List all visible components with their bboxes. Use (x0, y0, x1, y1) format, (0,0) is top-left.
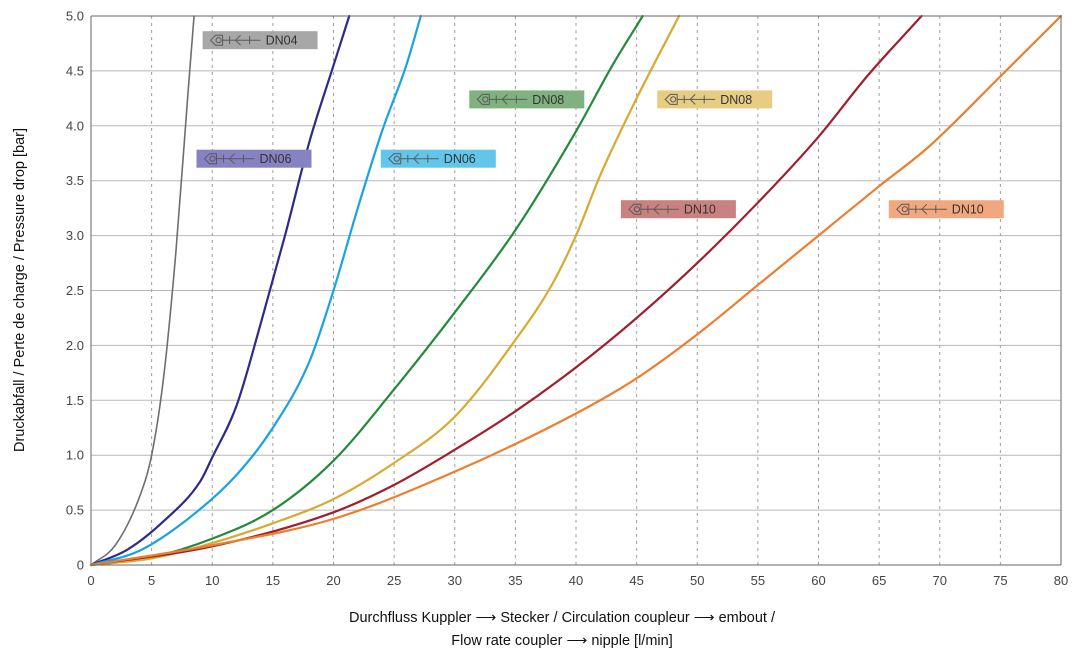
coupler-ring-shape (209, 155, 216, 162)
x-tick-label: 35 (508, 573, 522, 588)
series-tag-dn06: DN06 (380, 149, 496, 168)
series-tag-dn06: DN06 (196, 149, 312, 168)
series-lines (89, 14, 1063, 567)
series-tag-dn08: DN08 (657, 90, 773, 109)
tag-label: DN10 (684, 203, 716, 217)
y-tick-label: 2.0 (66, 338, 84, 353)
x-tick-label: 0 (87, 573, 94, 588)
x-axis-title-line2: Flow rate coupler ⟶ nipple [l/min] (451, 633, 672, 649)
series-line-dn10 (89, 14, 1063, 567)
tag-label: DN08 (720, 93, 752, 107)
y-tick-label: 1.0 (66, 448, 84, 463)
coupler-ring-shape (393, 155, 400, 162)
x-tick-label: 60 (811, 573, 825, 588)
series-line-dn10 (89, 14, 923, 567)
coupling-icon (628, 203, 679, 215)
x-tick-label: 5 (148, 573, 155, 588)
coupler-ring-shape (215, 37, 222, 44)
series-line-dn08 (89, 14, 681, 567)
x-tick-label: 55 (751, 573, 765, 588)
series-line-dn06 (89, 14, 351, 567)
series-tag-dn08: DN08 (469, 90, 585, 109)
series-tag-dn04: DN04 (202, 31, 318, 50)
tag-label: DN10 (952, 203, 984, 217)
coupler-ring-shape (482, 96, 489, 103)
x-tick-label: 80 (1054, 573, 1068, 588)
tag-label: DN08 (532, 93, 564, 107)
axes (90, 15, 1062, 566)
y-tick-label: 0.5 (66, 503, 84, 518)
x-tick-label: 50 (690, 573, 704, 588)
y-tick-label: 1.5 (66, 393, 84, 408)
x-tick-label: 65 (872, 573, 886, 588)
x-tick-label: 70 (933, 573, 947, 588)
y-axis-title: Druckabfall / Perte de charge / Pressure… (12, 128, 28, 452)
x-tick-label: 45 (629, 573, 643, 588)
tag-label: DN06 (260, 152, 292, 166)
y-tick-label: 4.5 (66, 63, 84, 78)
y-tick-label: 3.0 (66, 228, 84, 243)
x-axis-title-line1: Durchfluss Kuppler ⟶ Stecker / Circulati… (349, 610, 776, 626)
series-line-dn04 (90, 15, 195, 566)
coupling-icon (476, 93, 528, 105)
series-tags: DN04 DN06 DN06 DN08 DN08 DN10 DN10 (196, 31, 1004, 219)
series-tag-dn10: DN10 (888, 200, 1004, 219)
y-tick-label: 4.0 (66, 118, 84, 133)
x-tick-label: 40 (569, 573, 583, 588)
y-tick-label: 5.0 (66, 9, 84, 24)
coupling-icon (896, 203, 947, 215)
coupling-icon (203, 153, 255, 165)
y-tick-label: 0 (77, 558, 84, 573)
coupler-ring-shape (901, 206, 908, 213)
x-tick-label: 25 (387, 573, 401, 588)
x-tick-label: 75 (993, 573, 1007, 588)
x-tick-label: 20 (326, 573, 340, 588)
y-tick-label: 3.5 (66, 173, 84, 188)
series-line-dn06 (89, 14, 422, 567)
y-tick-label: 2.5 (66, 283, 84, 298)
x-tick-label: 15 (266, 573, 280, 588)
coupling-icon (664, 93, 716, 105)
tag-label: DN06 (444, 152, 476, 166)
x-tick-label: 30 (448, 573, 462, 588)
tick-labels: 0 5 10 15 20 25 30 35 40 45 50 55 60 65 70 75 80 0 0.5 1.0 1… (66, 9, 1068, 589)
series-tag-dn10: DN10 (620, 200, 736, 219)
coupler-ring-shape (670, 96, 677, 103)
coupling-icon (209, 34, 261, 46)
coupling-icon (388, 153, 439, 165)
coupler-ring-shape (633, 206, 641, 213)
tag-label: DN04 (266, 34, 298, 48)
x-tick-label: 10 (205, 573, 219, 588)
series-line-dn08 (89, 14, 644, 567)
